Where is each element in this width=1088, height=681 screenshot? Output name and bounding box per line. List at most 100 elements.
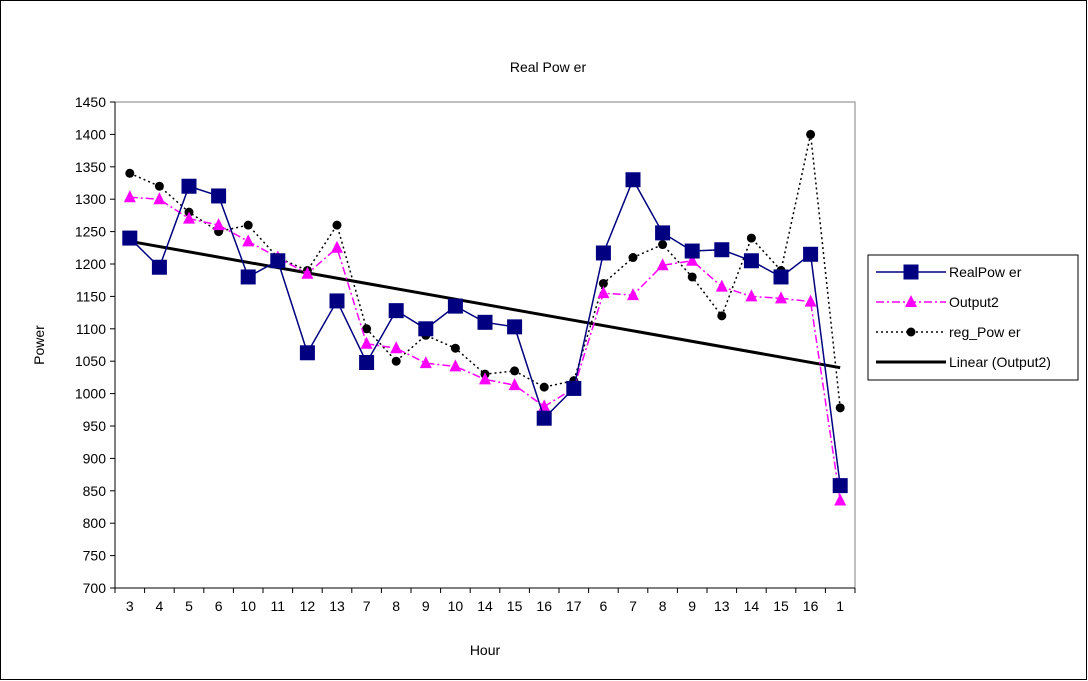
data-point xyxy=(299,345,315,361)
legend-marker xyxy=(903,264,919,280)
data-point xyxy=(598,278,608,288)
data-point xyxy=(834,493,847,506)
x-tick-label: 3 xyxy=(126,598,134,614)
legend: RealPow er Output2 reg_Pow er Linear (Outpu… xyxy=(867,254,1079,381)
data-point xyxy=(832,478,848,494)
x-tick-label: 9 xyxy=(422,598,430,614)
x-tick-label: 1 xyxy=(836,598,844,614)
data-point xyxy=(329,293,345,309)
data-point xyxy=(655,225,671,241)
data-point xyxy=(331,240,343,253)
y-axis-label: Power xyxy=(31,325,47,365)
data-point xyxy=(332,220,342,230)
data-point xyxy=(211,188,227,204)
data-point xyxy=(360,336,373,349)
legend-label: reg_Pow er xyxy=(949,324,1021,340)
series-realpow-er xyxy=(122,172,848,494)
trendline-linear-output2 xyxy=(129,239,841,370)
data-point xyxy=(123,190,136,203)
data-point xyxy=(359,354,375,370)
x-tick-label: 13 xyxy=(329,598,345,614)
legend-label: Linear (Output2) xyxy=(949,354,1051,370)
x-tick-label: 14 xyxy=(477,598,493,614)
x-tick-label: 4 xyxy=(156,598,164,614)
data-point xyxy=(625,172,641,188)
x-tick-label: 12 xyxy=(300,598,316,614)
x-tick-label: 6 xyxy=(215,598,223,614)
y-tick-label: 1300 xyxy=(75,191,106,207)
data-point xyxy=(597,286,610,299)
data-point xyxy=(508,378,521,391)
data-point xyxy=(686,253,699,266)
x-axis-label: Hour xyxy=(470,642,501,658)
data-point xyxy=(539,382,549,392)
data-point xyxy=(773,269,789,285)
legend-marker xyxy=(905,295,917,307)
series-layer xyxy=(122,129,848,506)
series-reg-pow-er xyxy=(125,129,845,413)
y-tick-label: 950 xyxy=(83,418,107,434)
x-tick-label: 5 xyxy=(185,598,193,614)
x-tick-label: 15 xyxy=(773,598,789,614)
data-point xyxy=(627,288,639,301)
y-tick-label: 1100 xyxy=(76,321,106,337)
data-point xyxy=(804,294,817,307)
x-tick-label: 10 xyxy=(240,598,256,614)
x-tick-label: 10 xyxy=(448,598,464,614)
data-point xyxy=(447,298,463,314)
x-tick-label: 8 xyxy=(659,598,667,614)
y-tick-label: 1000 xyxy=(75,386,106,402)
x-tick-label: 16 xyxy=(536,598,552,614)
data-point xyxy=(803,246,819,262)
series-output2 xyxy=(123,190,847,506)
series-line-realpow-er xyxy=(129,178,841,486)
data-point xyxy=(418,321,434,337)
data-point xyxy=(714,242,730,258)
y-tick-label: 1200 xyxy=(75,256,106,272)
data-point xyxy=(125,168,135,178)
data-point xyxy=(536,410,552,426)
legend-item-output2: Output2 xyxy=(876,294,999,310)
x-tick-label: 6 xyxy=(600,598,608,614)
data-point xyxy=(362,324,372,334)
data-point xyxy=(595,245,611,261)
data-point xyxy=(183,211,195,224)
chart-title: Real Pow er xyxy=(510,59,587,75)
data-point xyxy=(745,289,758,302)
series-line-reg-pow-er xyxy=(129,134,841,408)
x-tick-label: 9 xyxy=(688,598,696,614)
data-point xyxy=(743,253,759,269)
data-point xyxy=(388,303,404,319)
x-tick-label: 8 xyxy=(392,598,400,614)
data-point xyxy=(449,359,462,372)
y-tick-label: 1150 xyxy=(76,288,106,304)
trendline-layer xyxy=(129,239,841,370)
legend-item-reg-pow-er: reg_Pow er xyxy=(876,324,1021,340)
legend-label: RealPow er xyxy=(949,264,1022,280)
data-point xyxy=(775,291,787,304)
data-point xyxy=(242,234,255,247)
data-point xyxy=(181,178,197,194)
y-tick-label: 750 xyxy=(83,548,107,564)
data-point xyxy=(390,341,403,354)
data-point xyxy=(151,259,167,275)
x-tick-label: 17 xyxy=(566,598,582,614)
data-point xyxy=(658,240,668,250)
data-point xyxy=(153,192,166,205)
data-point xyxy=(687,272,697,282)
data-point xyxy=(715,279,728,292)
x-axis: 3 4 5 6 10 11 12 13 7 8 9 10 14 15 16 17 6 7 8 9 13 14 15 16 1 xyxy=(114,587,856,614)
y-tick-label: 700 xyxy=(83,580,107,596)
y-tick-label: 900 xyxy=(83,450,107,466)
x-tick-label: 16 xyxy=(803,598,819,614)
legend-marker xyxy=(906,327,916,337)
data-point xyxy=(477,314,493,330)
data-point xyxy=(243,220,253,230)
data-point xyxy=(806,129,816,139)
x-tick-label: 13 xyxy=(714,598,730,614)
data-point xyxy=(684,243,700,259)
y-tick-label: 800 xyxy=(83,515,107,531)
data-point xyxy=(746,233,756,243)
data-point xyxy=(510,366,520,376)
